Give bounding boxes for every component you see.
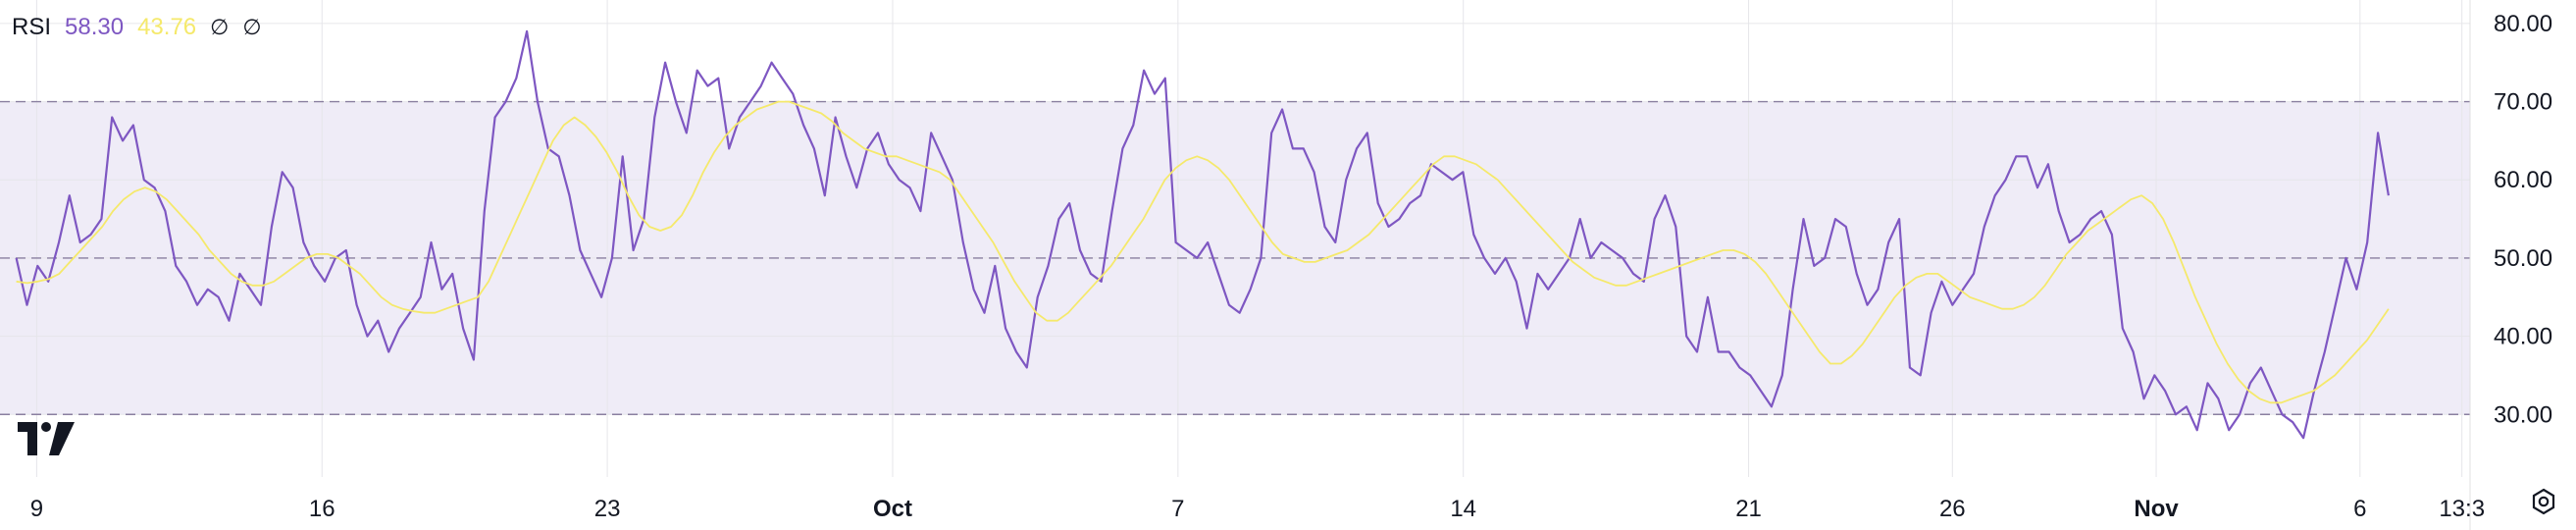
x-tick-label: 14 bbox=[1450, 496, 1476, 522]
tradingview-logo-icon[interactable] bbox=[16, 420, 78, 457]
x-tick-label: 7 bbox=[1171, 496, 1184, 522]
y-tick-label: 80.00 bbox=[2494, 11, 2552, 37]
x-tick-label: 21 bbox=[1735, 496, 1762, 522]
rsi-bands bbox=[0, 100, 2470, 415]
x-tick-label: 6 bbox=[2353, 496, 2366, 522]
x-tick-label: 23 bbox=[594, 496, 621, 522]
x-tick-label: 16 bbox=[309, 496, 335, 522]
x-tick-label: 26 bbox=[1939, 496, 1966, 522]
rsi-ma-line[interactable] bbox=[16, 100, 2390, 404]
series-lines[interactable] bbox=[15, 29, 2390, 440]
x-tick-label: 9 bbox=[30, 496, 43, 522]
y-tick-label: 30.00 bbox=[2494, 401, 2552, 428]
legend-rsi-value: 58.30 bbox=[65, 14, 125, 40]
y-axis: 30.00 40.00 50.00 60.00 70.00 80.00 bbox=[2469, 0, 2552, 530]
settings-gear-icon[interactable] bbox=[2529, 487, 2558, 516]
y-tick-label: 70.00 bbox=[2494, 89, 2552, 116]
empty-set-icon: ∅ bbox=[210, 15, 230, 39]
legend-name[interactable]: RSI bbox=[12, 14, 52, 40]
y-tick-label: 60.00 bbox=[2494, 167, 2552, 193]
y-tick-label: 50.00 bbox=[2494, 245, 2552, 272]
x-axis: 9 16 23 Oct 7 14 21 26 Nov 6 13:3 bbox=[30, 496, 2485, 522]
x-tick-label: Nov bbox=[2134, 496, 2179, 522]
empty-set-icon: ∅ bbox=[242, 15, 262, 39]
x-tick-label: Oct bbox=[873, 496, 912, 522]
legend-ma-value: 43.76 bbox=[137, 14, 197, 40]
y-tick-label: 40.00 bbox=[2494, 324, 2552, 350]
x-tick-label: 13:3 bbox=[2439, 496, 2485, 522]
indicator-legend: RSI 58.30 43.76 ∅ ∅ bbox=[12, 14, 261, 41]
